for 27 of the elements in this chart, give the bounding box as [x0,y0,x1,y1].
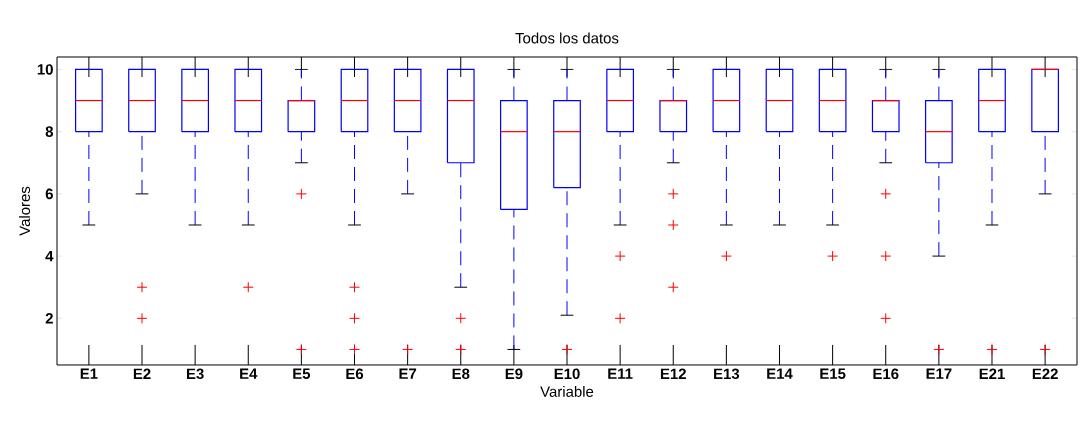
x-tick-label: E4 [240,368,258,379]
x-tick-label: E8 [452,368,470,380]
x-tick-label: E7 [399,368,417,379]
x-tick-label: E22 [1032,368,1058,379]
x-tick-label: E16 [873,368,899,380]
y-tick-label: 10 [37,64,53,75]
x-tick-label: E3 [186,368,204,380]
x-axis-title: Variable [540,385,594,397]
y-tick-label: 6 [45,188,53,200]
x-tick-label: E2 [133,368,151,379]
x-tick-label: E1 [80,368,98,379]
chart-title: Todos los datos [515,32,619,44]
x-tick-label: E11 [608,368,633,379]
x-tick-label: E10 [554,368,580,380]
y-axis-title: Valores [19,186,31,236]
x-tick-label: E9 [505,368,523,380]
x-tick-label: E13 [714,368,740,380]
x-tick-label: E6 [346,368,364,380]
x-tick-label: E5 [293,368,311,379]
y-tick-label: 8 [45,126,54,137]
y-tick-label: 2 [45,313,53,324]
x-tick-label: E12 [660,368,686,379]
x-tick-label: E17 [926,368,952,379]
x-tick-label: E14 [767,368,793,379]
x-tick-label: E15 [820,368,846,379]
x-tick-label: E21 [979,368,1005,379]
y-tick-label: 4 [45,250,54,262]
